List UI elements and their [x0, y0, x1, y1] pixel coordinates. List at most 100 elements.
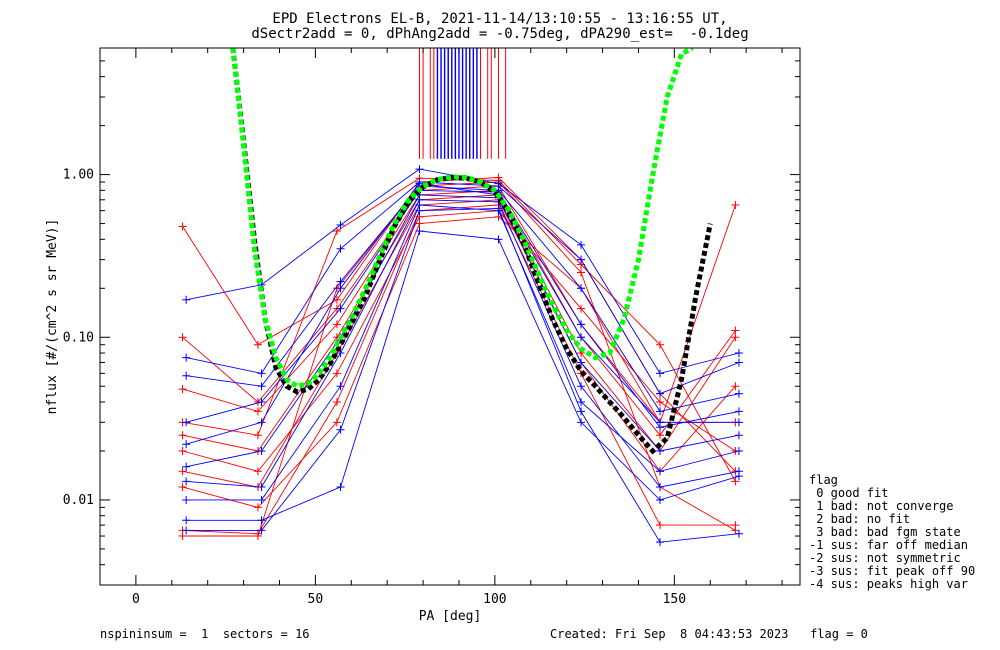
data-point-marker: [253, 529, 262, 538]
data-point-marker: [577, 333, 586, 342]
y-tick-label: 0.01: [63, 493, 94, 508]
y-axis-label: nflux [#/(cm^2 s sr MeV)]: [45, 219, 60, 415]
data-point-marker: [734, 472, 743, 481]
series-line-13: [186, 189, 740, 428]
data-point-marker: [178, 431, 187, 440]
data-point-marker: [577, 358, 586, 367]
data-point-marker: [734, 407, 743, 416]
data-point-marker: [734, 431, 743, 440]
fit-green-curve: [230, 48, 694, 389]
data-point-marker: [178, 222, 187, 231]
data-point-marker: [257, 483, 266, 492]
data-point-marker: [178, 483, 187, 492]
data-point-marker: [577, 284, 586, 293]
data-point-marker: [577, 255, 586, 264]
data-point-marker: [731, 201, 740, 210]
data-point-marker: [336, 277, 345, 286]
data-point-marker: [577, 418, 586, 427]
data-point-marker: [336, 284, 345, 293]
series-line-8: [182, 210, 736, 472]
data-point-marker: [336, 244, 345, 253]
data-point-marker: [182, 495, 191, 504]
data-point-marker: [731, 333, 740, 342]
data-point-marker: [656, 521, 664, 530]
data-point-marker: [332, 369, 341, 378]
data-point-marker: [178, 385, 187, 394]
data-point-marker: [182, 418, 191, 427]
data-point-marker: [734, 358, 743, 367]
data-point-marker: [257, 516, 266, 525]
data-point-marker: [731, 382, 740, 391]
data-point-marker: [253, 340, 262, 349]
series-line-6: [182, 204, 736, 535]
data-point-marker: [257, 369, 266, 378]
data-point-marker: [656, 407, 664, 416]
data-point-marker: [656, 483, 664, 492]
legend-entry: -4 sus: peaks high var: [809, 577, 968, 591]
data-point-marker: [656, 389, 664, 398]
data-point-marker: [182, 371, 191, 380]
data-point-marker: [577, 320, 586, 329]
data-point-marker: [336, 483, 345, 492]
data-point-marker: [253, 467, 262, 476]
x-tick-label: 100: [483, 592, 506, 607]
data-point-marker: [253, 503, 262, 512]
data-point-marker: [656, 418, 664, 427]
data-point-marker: [577, 240, 586, 249]
series-line-18: [186, 204, 740, 501]
data-point-marker: [336, 304, 345, 313]
series-line-3: [182, 189, 736, 436]
data-point-marker: [415, 201, 424, 210]
data-point-marker: [178, 446, 187, 455]
y-tick-label: 1.00: [63, 168, 94, 183]
data-point-marker: [731, 326, 740, 335]
data-point-marker: [182, 516, 191, 525]
data-point-marker: [182, 477, 191, 486]
data-point-marker: [257, 526, 266, 535]
data-point-marker: [656, 397, 664, 406]
legend-entry: flag: [809, 473, 838, 487]
data-point-marker: [182, 353, 191, 362]
legend-entry: -3 sus: fit peak off 90: [809, 564, 975, 578]
series-line-19: [186, 183, 739, 445]
data-point-marker: [577, 268, 586, 277]
footer-left: nspininsum = 1 sectors = 16: [100, 627, 310, 641]
data-point-marker: [332, 397, 341, 406]
legend-entry: 2 bad: no fit: [809, 512, 910, 526]
data-point-marker: [731, 477, 740, 486]
data-point-marker: [656, 446, 664, 455]
data-point-marker: [656, 495, 664, 504]
x-tick-label: 50: [308, 592, 324, 607]
x-axis-label: PA [deg]: [419, 609, 482, 624]
data-point-marker: [656, 369, 664, 378]
series-line-4: [182, 194, 736, 452]
data-point-marker: [332, 320, 341, 329]
legend-entry: 0 good fit: [809, 486, 888, 500]
data-point-marker: [656, 538, 664, 547]
series-line-15: [186, 199, 740, 488]
data-point-marker: [336, 220, 345, 229]
data-point-marker: [577, 397, 586, 406]
data-point-marker: [178, 467, 187, 476]
data-point-marker: [656, 431, 664, 440]
data-point-marker: [257, 382, 266, 391]
data-point-marker: [734, 418, 743, 427]
data-point-marker: [734, 446, 743, 455]
data-point-marker: [257, 495, 266, 504]
data-point-marker: [656, 340, 664, 349]
series-line-5: [182, 199, 736, 488]
data-point-marker: [257, 446, 266, 455]
data-point-marker: [734, 529, 743, 538]
series-line-0: [182, 177, 736, 472]
data-point-marker: [253, 407, 262, 416]
legend-entry: 3 bad: bad fgm state: [809, 525, 961, 539]
data-point-marker: [257, 418, 266, 427]
data-point-marker: [178, 333, 187, 342]
plot-frame: [99, 47, 801, 586]
data-point-marker: [577, 304, 586, 313]
footer-right: Created: Fri Sep 8 04:43:53 2023 flag = …: [550, 627, 868, 641]
data-point-marker: [415, 227, 424, 236]
x-tick-label: 0: [132, 592, 140, 607]
series-line-16: [186, 207, 740, 543]
